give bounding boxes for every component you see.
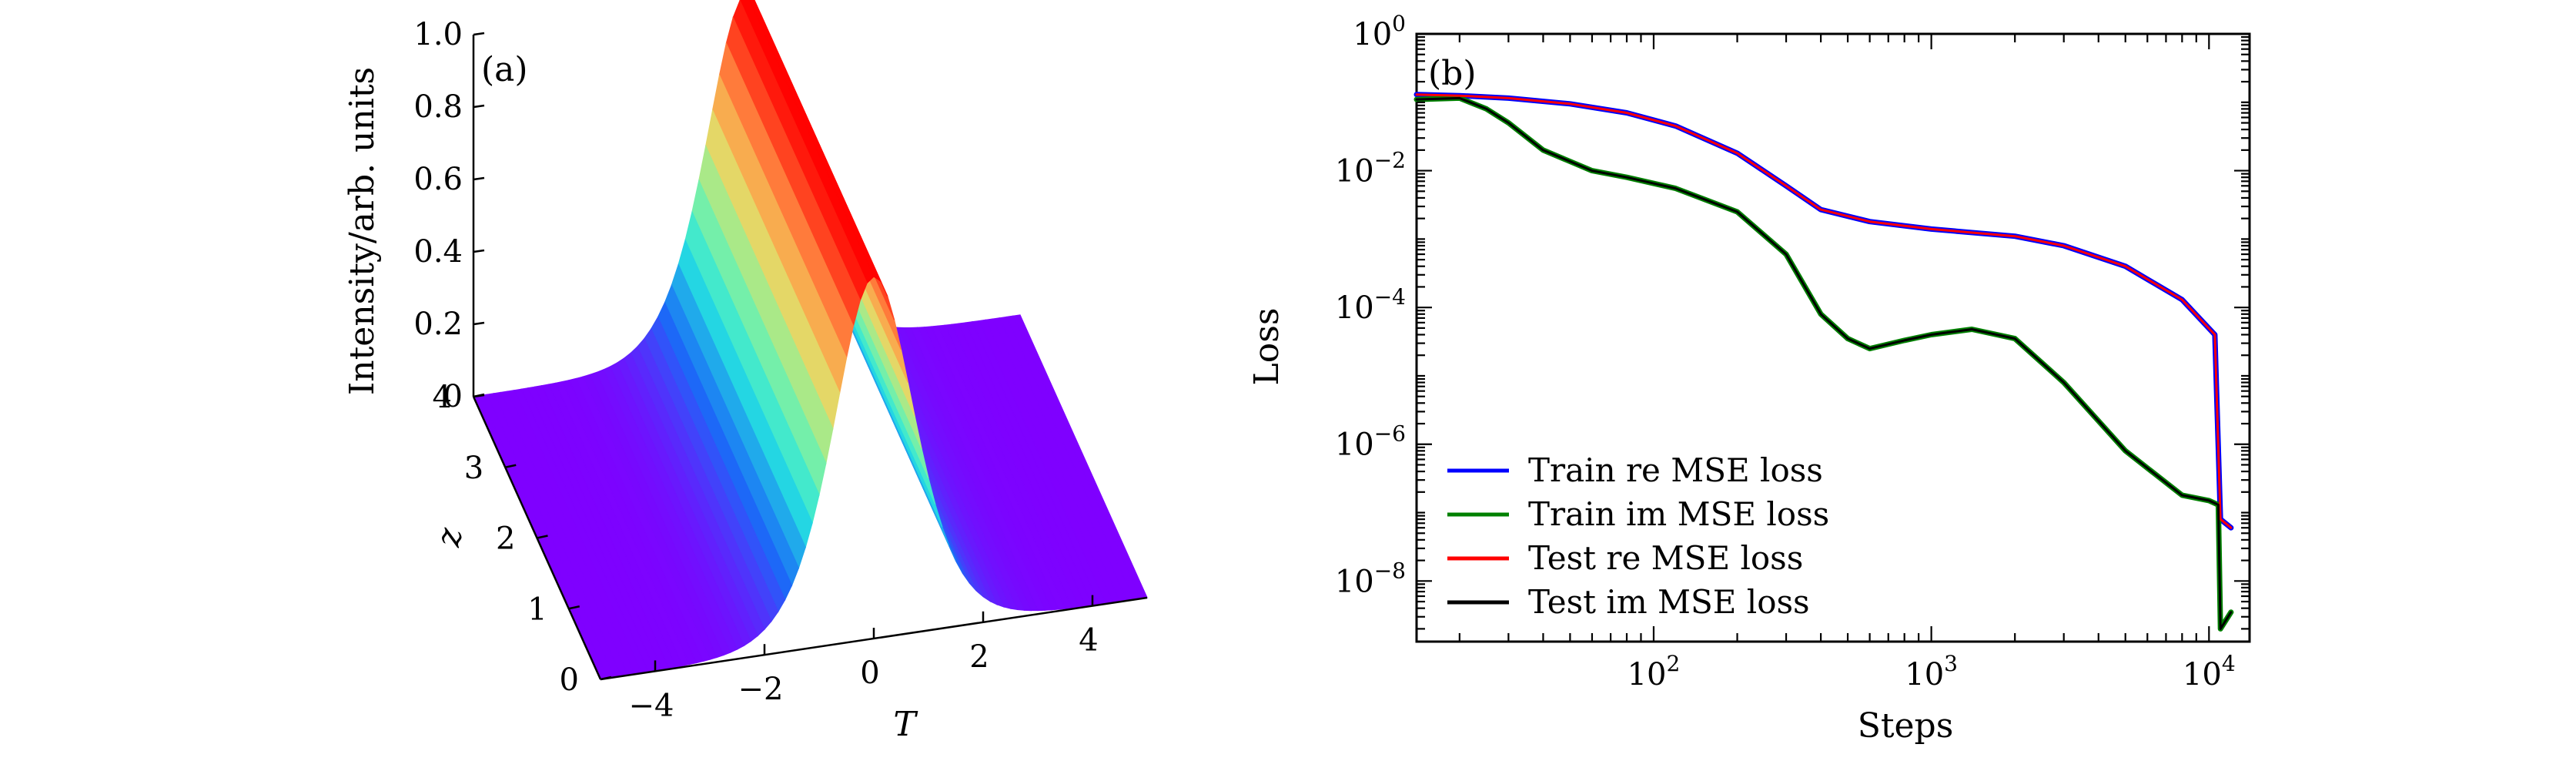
y-tick-label: 3 [464,451,483,486]
x-tick-label-exponent: 2 [1667,651,1681,676]
y-tick-label: 1 [527,592,547,627]
y-tick-label-base: 10 [1353,17,1392,52]
legend: Train re MSE loss Train im MSE loss Test r… [1447,451,1829,621]
y-axis-label: Loss [1247,308,1286,386]
z-axis-ticks: 0 0.2 0.4 0.6 0.8 1.0 [413,17,485,414]
x-tick-label-base: 10 [1905,657,1944,692]
x-tick-label: 102 [1628,651,1681,692]
z-tick-label: 0.4 [413,234,463,270]
y-tick-label: 2 [496,521,515,557]
y-tick-label: 10−6 [1335,421,1406,463]
y-tick-label-base: 10 [1335,154,1374,189]
legend-entry-label: Train re MSE loss [1528,451,1823,489]
y-tick-label-exponent: 0 [1392,11,1406,36]
z-axis-label: Intensity/arb. units [343,67,382,395]
x-tick-label: 104 [2183,651,2236,692]
x-axis-ticks: 102 103 104 [1458,34,2236,692]
x-tick-label-base: 10 [1628,657,1667,692]
panel-a-label: (a) [481,50,528,89]
x-axis-label: T [893,705,918,744]
y-tick-label-base: 10 [1335,290,1374,326]
panel-b-label: (b) [1428,54,1477,93]
y-tick-label-base: 10 [1335,427,1374,463]
x-axis-ticks: −4 −2 0 2 4 [629,595,1099,723]
legend-entry-label: Test re MSE loss [1528,539,1803,577]
y-tick-label-base: 10 [1335,564,1374,599]
plot-frame [1415,32,2251,643]
y-tick-label-exponent: −4 [1374,284,1406,310]
x-tick-label: 4 [1079,623,1098,659]
y-tick-label: 0 [560,662,579,698]
z-tick-label: 0.2 [413,307,463,342]
y-tick-mark [537,535,548,539]
y-tick-label: 10−2 [1335,148,1406,189]
z-tick-mark [473,321,485,326]
x-tick-label: −4 [629,688,674,723]
z-tick-mark [473,176,485,181]
y-tick-label-exponent: −2 [1374,148,1406,173]
z-tick-mark [473,32,485,36]
y-tick-mark [504,464,517,468]
x-axis-label: Steps [1858,706,1954,746]
y-tick-label: 100 [1353,11,1406,52]
z-tick-mark [473,104,485,109]
series-line-4 [1415,96,2233,630]
z-tick-mark [473,249,485,253]
y-tick-label-exponent: −6 [1374,421,1406,447]
y-tick-mark [473,393,485,398]
y-tick-label: 10−4 [1335,284,1406,326]
series-line-3 [1415,93,2233,529]
legend-entry-label: Train im MSE loss [1528,495,1829,533]
legend-entry-label: Test im MSE loss [1528,583,1810,621]
surface-strips [473,0,1148,680]
z-tick-label: 0 [443,379,463,414]
x-tick-label: 103 [1905,651,1958,692]
x-tick-label-base: 10 [2183,657,2222,692]
x-tick-label-exponent: 3 [1944,651,1958,676]
z-tick-label: 0.8 [413,89,463,125]
z-tick-label: 1.0 [413,17,463,52]
x-tick-label: −2 [738,672,784,707]
y-tick-label-exponent: −8 [1374,558,1406,583]
y-tick-label: 4 [433,380,452,415]
y-tick-label: 10−8 [1335,558,1406,599]
loss-series-lines [1413,92,2234,632]
y-tick-mark [600,676,612,681]
x-tick-label: 2 [969,639,989,675]
x-tick-label-exponent: 4 [2222,651,2236,676]
x-tick-label: 0 [860,655,879,691]
y-axis-label: z [428,525,470,550]
y-tick-mark [568,605,580,610]
z-tick-label: 0.6 [413,162,463,197]
